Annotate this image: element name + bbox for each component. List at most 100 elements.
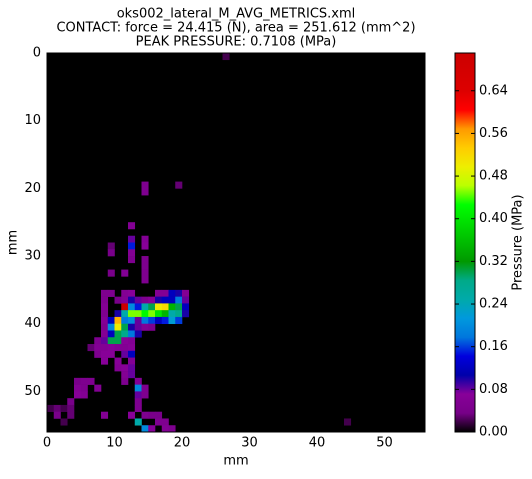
heat-cell [134, 404, 142, 412]
cells [47, 53, 352, 433]
heat-cell [107, 344, 115, 352]
heat-cell [121, 289, 129, 297]
heat-cell [161, 303, 169, 311]
heat-cell [114, 296, 122, 304]
heat-cell [128, 371, 136, 379]
heat-cell [182, 310, 190, 318]
heat-cell [74, 391, 82, 399]
heat-cell [141, 391, 149, 399]
heat-cell [80, 377, 88, 385]
heat-cell [107, 316, 115, 325]
heat-cell [128, 350, 136, 358]
heat-cell [121, 316, 129, 325]
heat-cell [114, 310, 122, 318]
y-tick-label: 30 [24, 249, 41, 264]
heat-cell [101, 350, 109, 358]
heat-cell [94, 350, 102, 358]
heat-cell [141, 256, 149, 264]
heat-cell [121, 323, 129, 331]
x-tick-label: 50 [376, 436, 393, 451]
heat-cell [155, 310, 163, 318]
y-tick-label: 0 [33, 46, 41, 61]
colorbar-tick-label: 0.64 [479, 83, 508, 98]
heat-cell [134, 303, 142, 311]
heat-cell [128, 242, 136, 250]
heat-cell [128, 289, 136, 297]
axes: 0 10 20 30 40 50 0 10 20 30 40 50 mm mm 0.00 0.08 0.16 0.… [6, 46, 526, 469]
heat-cell [128, 411, 136, 419]
heat-cell [155, 296, 163, 304]
heat-cell [182, 296, 190, 304]
heat-cell [148, 303, 156, 311]
heat-cell [141, 323, 149, 331]
heat-cell [121, 269, 129, 277]
heat-cell [101, 296, 109, 304]
colorbar-label: Pressure (MPa) [511, 194, 526, 290]
heat-cell [141, 310, 149, 318]
heat-cell [141, 181, 149, 189]
y-tick-label: 10 [24, 113, 41, 128]
heat-cell [175, 296, 183, 304]
heat-cell [168, 289, 176, 297]
title-group: oks002_lateral_M_AVG_METRICS.xmlCONTACT:… [56, 7, 415, 50]
heat-cell [128, 296, 136, 304]
heat-cell [168, 310, 176, 318]
heat-cell [148, 411, 156, 419]
x-axis-label: mm [223, 454, 248, 469]
heat-cell [182, 289, 190, 297]
heat-cell [141, 411, 149, 419]
heat-cell [128, 235, 136, 243]
heat-cell [121, 350, 129, 358]
heat-cell [141, 242, 149, 250]
heat-cell [155, 411, 163, 419]
heat-cell [134, 384, 142, 392]
heat-cell [134, 316, 142, 325]
heat-cell [53, 404, 61, 412]
heat-cell [155, 418, 163, 426]
heat-cell [101, 344, 109, 352]
heat-cell [134, 391, 142, 399]
colorbar-tick-label: 0.16 [479, 339, 508, 354]
heat-cell [101, 357, 109, 365]
colorbar-tick-label: 0.56 [479, 126, 508, 141]
heat-cell [107, 330, 115, 338]
heat-cell [128, 337, 136, 345]
heat-cell [134, 398, 142, 406]
heat-cell [87, 344, 95, 352]
heat-cell [107, 289, 115, 297]
heat-cell [101, 330, 109, 338]
heat-cell [94, 344, 102, 352]
heat-cell [148, 310, 156, 318]
heat-cell [155, 289, 163, 297]
heat-cell [141, 262, 149, 270]
heat-cell [94, 337, 102, 345]
chart-title: PEAK PRESSURE: 0.7108 (MPa) [136, 35, 337, 50]
colorbar [454, 52, 476, 433]
heat-cell [161, 316, 169, 325]
heat-cell [107, 269, 115, 277]
heat-cell [67, 411, 75, 419]
y-tick-label: 20 [24, 181, 41, 196]
heat-cell [148, 323, 156, 331]
heat-cell [101, 316, 109, 325]
heat-cell [107, 249, 115, 257]
heat-cell [80, 391, 88, 399]
heat-cell [182, 303, 190, 311]
heat-cell [175, 303, 183, 311]
heat-cell [161, 296, 169, 304]
colorbar-tick-label: 0.00 [479, 425, 508, 440]
heat-cell [168, 425, 176, 433]
heat-cell [134, 323, 142, 331]
heat-cell [128, 344, 136, 352]
chart-title: CONTACT: force = 24.415 (N), area = 251.… [56, 21, 415, 36]
heat-cell [121, 330, 129, 338]
heat-cell [128, 323, 136, 331]
heat-cell [114, 337, 122, 345]
heat-cell [128, 249, 136, 257]
x-tick-label: 20 [174, 436, 191, 451]
heat-cell [168, 303, 176, 311]
y-tick-label: 40 [24, 316, 41, 331]
heat-cell [128, 256, 136, 264]
heat-cell [121, 296, 129, 304]
